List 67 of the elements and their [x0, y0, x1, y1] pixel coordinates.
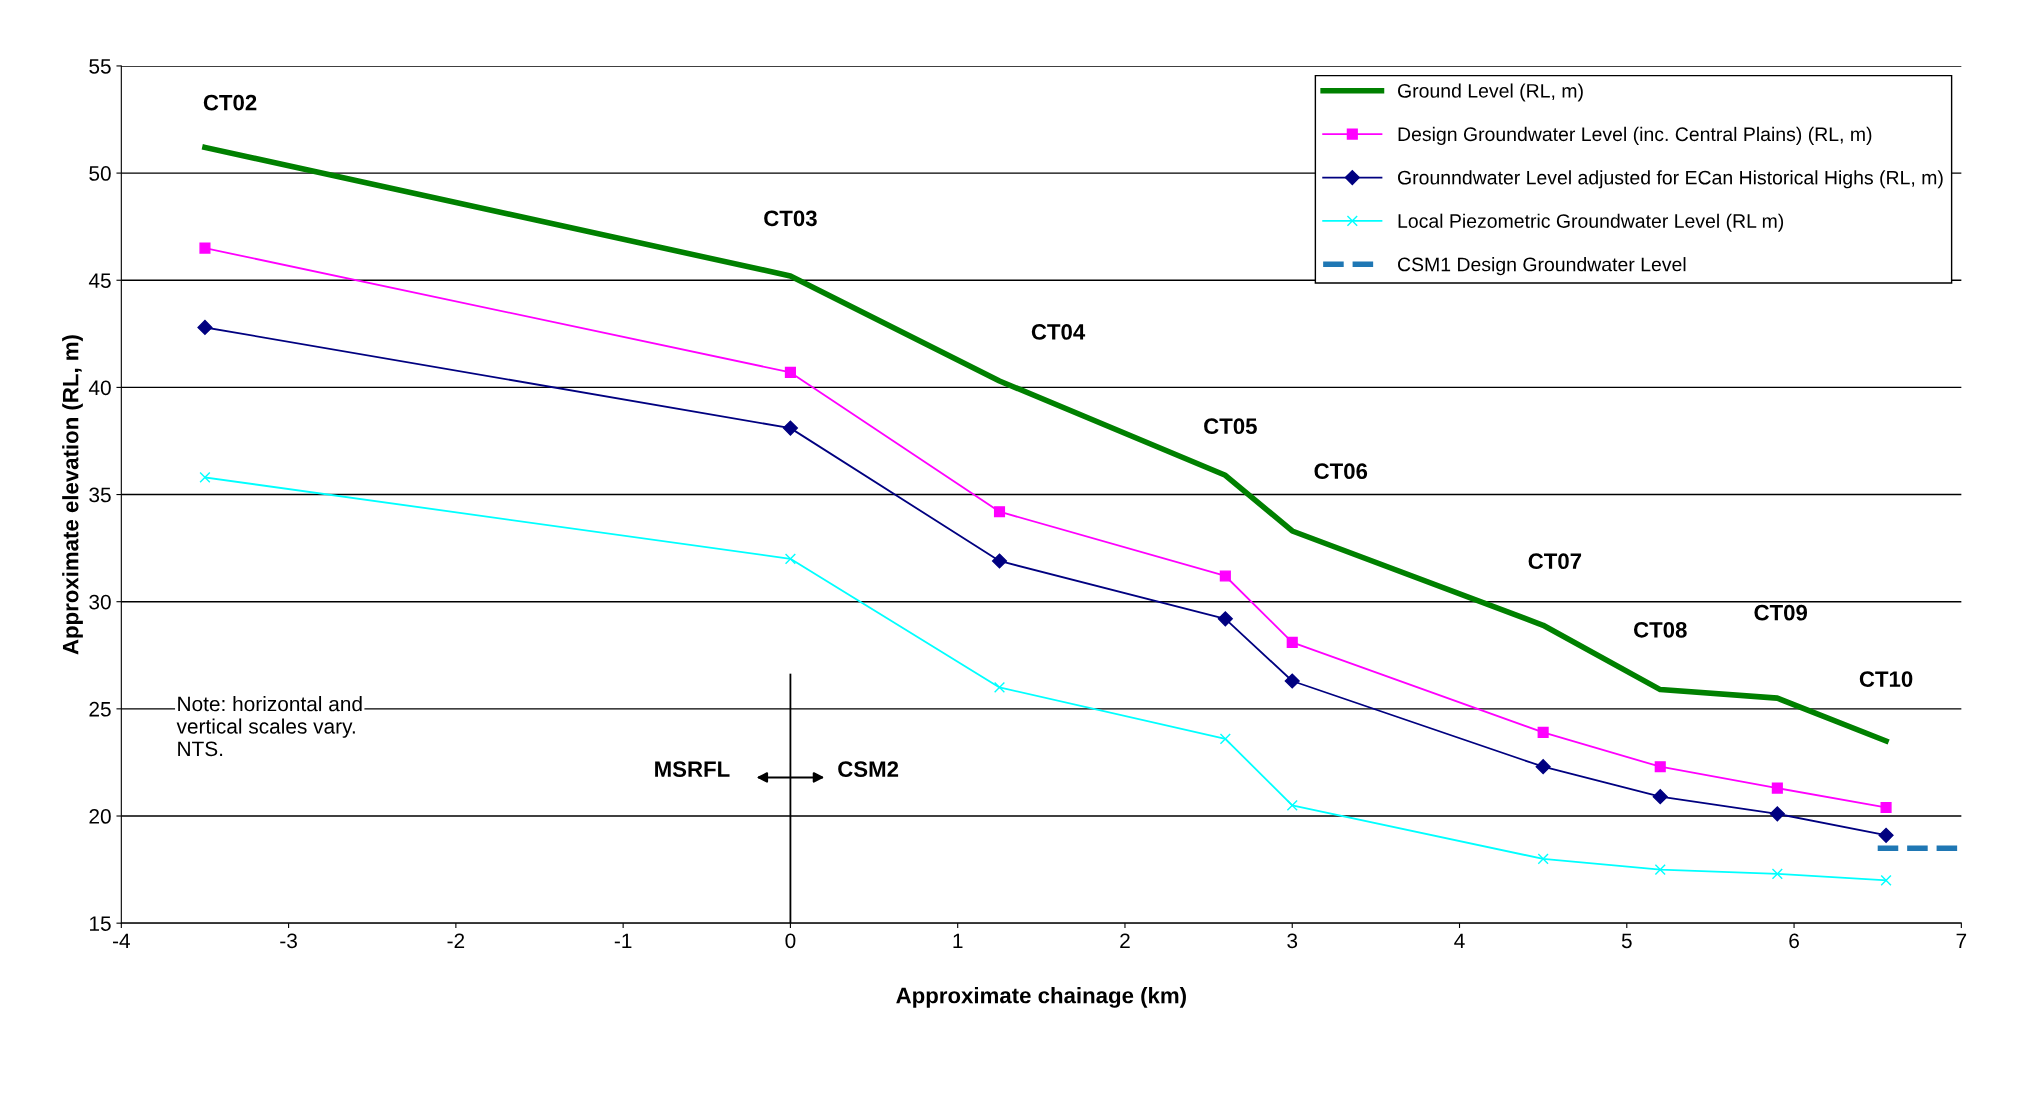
point — [1769, 806, 1785, 822]
y-tick-label: 50 — [89, 166, 111, 181]
annotation: CT06 — [1314, 463, 1368, 480]
annotation: MSRFL — [655, 761, 730, 777]
annotation: CT03 — [764, 210, 817, 227]
legend-label: CSM1 Design Groundwater Level — [1398, 257, 1686, 276]
x-tick-label: -1 — [614, 933, 632, 948]
point — [1878, 827, 1894, 843]
point — [784, 366, 796, 378]
point — [197, 319, 213, 335]
point — [993, 506, 1006, 518]
point — [1537, 726, 1549, 738]
point — [1880, 801, 1892, 813]
y-tick-label: 45 — [88, 273, 111, 288]
y-tick-label: 35 — [89, 487, 111, 503]
annotation: CT08 — [1633, 621, 1687, 638]
x-tick-label: -2 — [447, 933, 465, 948]
point — [1652, 789, 1668, 805]
x-tick-label: 0 — [785, 933, 796, 949]
x-tick-label: 5 — [1621, 933, 1632, 949]
point — [1219, 570, 1231, 582]
y-tick-label: 40 — [88, 380, 111, 396]
point — [1654, 864, 1666, 876]
point — [199, 242, 211, 254]
x-tick-label: -3 — [280, 933, 297, 949]
x-tick-label: 1 — [953, 933, 963, 948]
point — [1284, 673, 1300, 689]
annotation: Note: horizontal and vertical scales vary. NTS. — [176, 696, 362, 757]
legend-label: Local Piezometric Groundwater Level (RL m) — [1398, 213, 1784, 232]
point — [1219, 733, 1231, 745]
point — [782, 420, 798, 436]
annotation: CT09 — [1754, 604, 1808, 621]
legend-label: Ground Level (RL, m) — [1398, 83, 1583, 102]
annotation: CT07 — [1528, 553, 1582, 570]
y-tick-label: 55 — [89, 59, 111, 74]
point — [199, 471, 211, 483]
annotation: CT02 — [203, 94, 257, 111]
point — [1217, 611, 1233, 627]
annotation: CT10 — [1859, 671, 1913, 687]
x-axis-title: Approximate chainage (km) — [896, 987, 1186, 1008]
x-tick-label: 4 — [1454, 933, 1465, 948]
point — [991, 553, 1008, 569]
annotation: CT05 — [1204, 418, 1257, 435]
x-tick-label: 7 — [1956, 933, 1967, 948]
legend-label: Grounndwater Level adjusted for ECan Historical Highs (RL, m) — [1398, 170, 1943, 189]
x-tick-label: -4 — [112, 933, 130, 948]
y-tick-label: 25 — [89, 701, 111, 717]
point — [1654, 761, 1666, 773]
point — [1771, 782, 1783, 794]
point — [1880, 874, 1892, 886]
point — [1286, 799, 1298, 811]
point — [1286, 636, 1298, 648]
legend-label: Design Groundwater Level (inc. Central Plains) (RL, m) — [1398, 126, 1872, 145]
point — [1537, 853, 1549, 865]
point — [1771, 868, 1783, 880]
x-tick-label: 6 — [1789, 933, 1799, 949]
y-axis-title: Approximate elevation (RL, m) — [62, 335, 83, 655]
y-tick-label: 30 — [89, 594, 111, 610]
y-tick-label: 20 — [89, 809, 111, 824]
y-tick-label: 15 — [90, 916, 111, 931]
point — [784, 553, 796, 565]
x-tick-label: 3 — [1287, 933, 1298, 949]
point — [1535, 759, 1551, 775]
annotation: CT04 — [1031, 324, 1086, 340]
annotation: CSM2 — [838, 761, 899, 777]
point — [993, 681, 1006, 693]
x-tick-label: 2 — [1120, 933, 1130, 948]
